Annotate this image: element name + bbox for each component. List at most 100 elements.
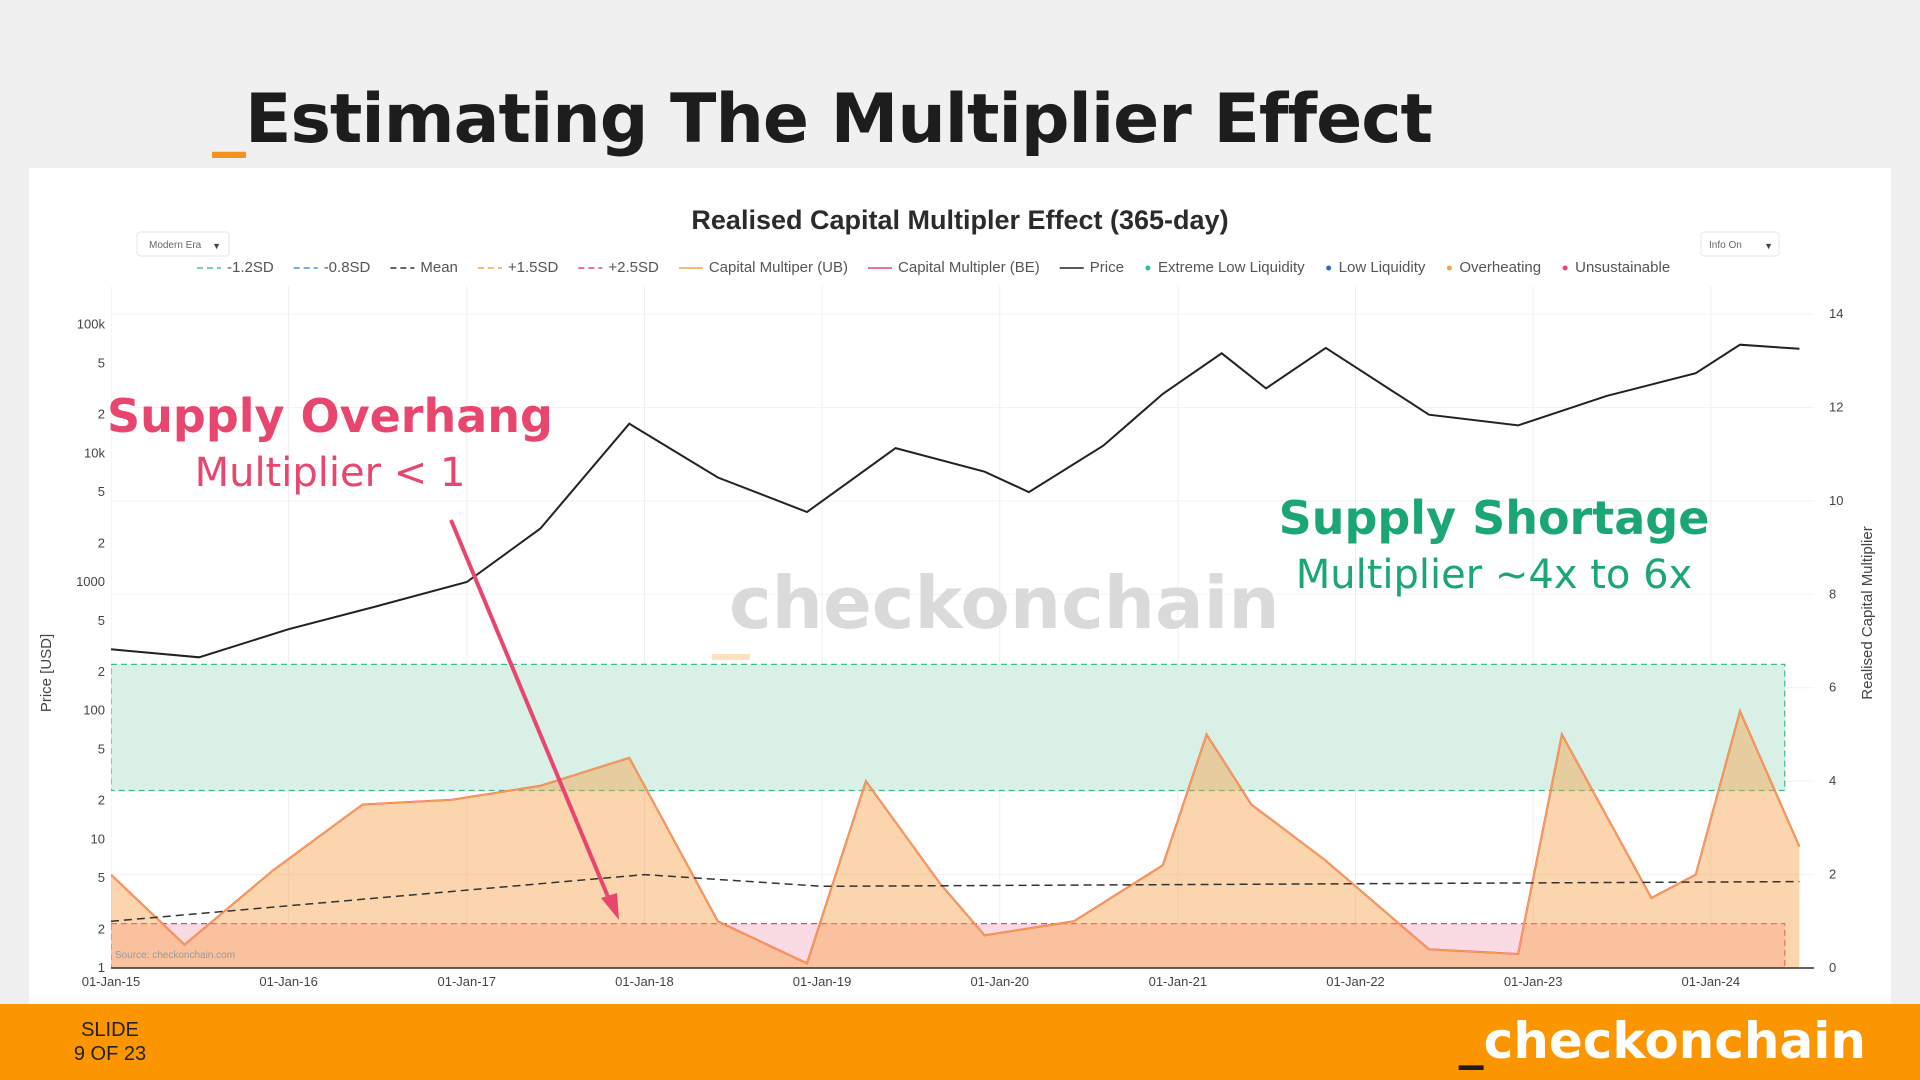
series-lines [111, 343, 1801, 968]
legend-item: Capital Multipler (BE) [868, 259, 1040, 276]
legend-item: Low Liquidity [1326, 259, 1426, 276]
legend-label: -1.2SD [227, 259, 274, 276]
source-label: Source: checkonchain.com [115, 950, 235, 961]
legend-label: +1.5SD [508, 259, 559, 276]
x-tick-label: 01-Jan-15 [82, 974, 141, 989]
y-right-tick-label: 6 [1829, 680, 1836, 695]
overhang-title: Supply Overhang [107, 389, 553, 443]
x-tick-label: 01-Jan-24 [1682, 974, 1741, 989]
info-dropdown[interactable]: Info On ▼ [1700, 231, 1780, 257]
x-tick-label: 01-Jan-18 [615, 974, 674, 989]
legend-label: Price [1090, 259, 1124, 276]
watermark: checkonchain [729, 561, 1280, 645]
title-underscore: _ [212, 80, 246, 159]
brand-underscore: _ [1458, 1012, 1484, 1070]
y-left-tick-label: 5 [98, 613, 105, 628]
slide-number-value: 9 OF 23 [73, 1043, 147, 1065]
y-axis-right-label: Realised Capital Multiplier [1859, 526, 1876, 699]
x-tick-label: 01-Jan-21 [1149, 974, 1208, 989]
overhang-arrow [449, 519, 613, 905]
chart-title: Realised Capital Multipler Effect (365-d… [691, 205, 1228, 235]
brand-logo: _checkonchain [1459, 1012, 1866, 1070]
y-axis-left-label: Price [USD] [38, 634, 55, 712]
multiplier-ub-line [111, 708, 1801, 965]
era-dropdown[interactable]: Modern Era ▼ [136, 231, 230, 257]
shortage-subtitle: Multiplier ~4x to 6x [1296, 552, 1693, 598]
title-text: Estimating The Multiplier Effect [245, 80, 1433, 159]
chart-panel: Realised Capital Multipler Effect (365-d… [29, 168, 1891, 1004]
legend-marker [1326, 265, 1332, 271]
era-dropdown-label: Modern Era [149, 240, 202, 251]
y-left-tick-label: 2 [98, 664, 105, 679]
axes: 01-Jan-15 01-Jan-16 01-Jan-17 01-Jan-18 01-J… [76, 306, 1843, 989]
y-left-tick-label: 1000 [76, 574, 105, 589]
legend-item: Capital Multiper (UB) [678, 259, 848, 276]
y-right-tick-label: 10 [1829, 493, 1843, 508]
y-left-tick-label: 5 [98, 741, 105, 756]
legend-label: Capital Multipler (BE) [898, 259, 1040, 276]
legend-label: Overheating [1459, 259, 1541, 276]
x-tick-label: 01-Jan-19 [793, 974, 852, 989]
multiplier-bands [111, 663, 1786, 968]
y-left-tick-label: 100 [83, 703, 105, 718]
legend-item: Unsustainable [1562, 259, 1670, 276]
legend-marker [1562, 265, 1568, 271]
y-left-tick-label: 2 [98, 407, 105, 422]
x-tick-label: 01-Jan-23 [1504, 974, 1563, 989]
price-line [111, 343, 1800, 659]
y-right-tick-label: 0 [1829, 960, 1836, 975]
legend-item: Extreme Low Liquidity [1145, 259, 1305, 276]
chart-legend: -1.2SD -0.8SD Mean +1.5SD +2.5SD Capital Mult… [197, 259, 1670, 276]
shortage-band [111, 663, 1786, 792]
legend-marker [1446, 265, 1452, 271]
slide-title: _Estimating The Multiplier Effect [212, 80, 1433, 159]
y-left-tick-label: 10k [84, 445, 105, 460]
chevron-down-icon: ▼ [1764, 241, 1773, 251]
slide-number: SLIDE 9 OF 23 [60, 1018, 160, 1066]
legend-item: Mean [390, 259, 458, 276]
y-right-tick-label: 4 [1829, 773, 1836, 788]
y-left-tick-label: 5 [98, 870, 105, 885]
brand-text: checkonchain [1483, 1012, 1866, 1070]
y-right-tick-label: 2 [1829, 867, 1836, 882]
y-left-tick-label: 5 [98, 355, 105, 370]
x-tick-label: 01-Jan-20 [970, 974, 1029, 989]
y-right-tick-label: 8 [1829, 586, 1836, 601]
legend-label: Capital Multiper (UB) [709, 259, 848, 276]
chevron-down-icon: ▼ [212, 241, 221, 251]
legend-label: Unsustainable [1575, 259, 1670, 276]
overhang-subtitle: Multiplier < 1 [195, 450, 466, 496]
y-left-tick-label: 100k [77, 317, 106, 332]
legend-item: -1.2SD [197, 259, 274, 276]
slide-number-label: SLIDE [81, 1019, 139, 1041]
legend-label: Mean [420, 259, 458, 276]
legend-marker [1145, 265, 1151, 271]
watermark-underscore [712, 654, 750, 660]
y-right-tick-label: 14 [1829, 306, 1843, 321]
y-left-tick-label: 2 [98, 535, 105, 550]
y-left-tick-label: 10 [91, 831, 105, 846]
y-left-tick-label: 2 [98, 793, 105, 808]
legend-item: Price [1059, 259, 1124, 276]
overhang-arrow-head [601, 893, 619, 920]
legend-label: +2.5SD [608, 259, 659, 276]
y-right-tick-label: 12 [1829, 399, 1843, 414]
shortage-title: Supply Shortage [1279, 491, 1710, 545]
y-left-tick-label: 2 [98, 921, 105, 936]
footer-bar: SLIDE 9 OF 23 _checkonchain [0, 1004, 1920, 1080]
x-tick-label: 01-Jan-16 [259, 974, 318, 989]
legend-item: +1.5SD [477, 259, 559, 276]
plot-area: checkonchain Source: checkonchain.com [111, 286, 1814, 968]
legend-label: -0.8SD [324, 259, 371, 276]
legend-item: -0.8SD [293, 259, 371, 276]
multiplier-area [111, 711, 1800, 968]
legend-item: +2.5SD [578, 259, 659, 276]
legend-label: Extreme Low Liquidity [1158, 259, 1305, 276]
info-dropdown-label: Info On [1709, 240, 1742, 251]
chart-svg: Realised Capital Multipler Effect (365-d… [38, 205, 1876, 989]
overhang-band [111, 923, 1786, 968]
legend-label: Low Liquidity [1339, 259, 1426, 276]
y-left-tick-label: 1 [98, 960, 105, 975]
x-tick-label: 01-Jan-17 [438, 974, 497, 989]
x-tick-label: 01-Jan-22 [1326, 974, 1385, 989]
